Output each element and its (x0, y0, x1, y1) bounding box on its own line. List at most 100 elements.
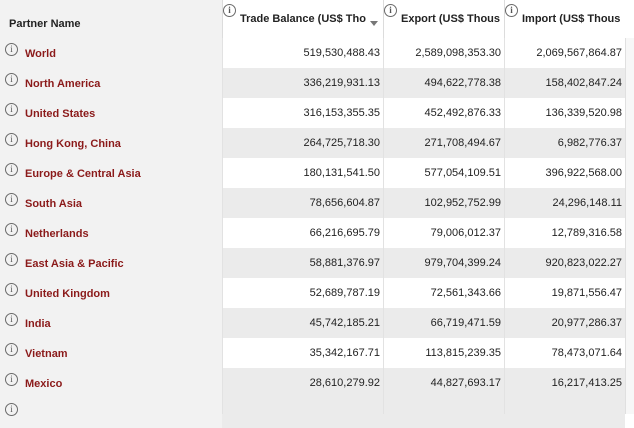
export-cell: 44,827,693.17 (383, 368, 504, 398)
import-cell: 19,871,556.47 (504, 278, 625, 308)
table-row: i Europe & Central Asia 180,131,541.50 577,… (0, 158, 634, 188)
trade-balance-header-label: Trade Balance (US$ Tho (240, 13, 366, 25)
trade-balance-cell (222, 398, 383, 428)
info-icon[interactable]: i (5, 253, 18, 266)
partner-name-cell: i Hong Kong, China (0, 128, 222, 158)
export-cell: 79,006,012.37 (383, 218, 504, 248)
info-icon[interactable]: i (5, 193, 18, 206)
export-cell: 66,719,471.59 (383, 308, 504, 338)
info-icon[interactable]: i (5, 343, 18, 356)
info-icon[interactable]: i (384, 4, 397, 17)
export-cell: 102,952,752.99 (383, 188, 504, 218)
partner-name-link[interactable]: Vietnam (25, 348, 68, 360)
column-header-partner-name[interactable]: Partner Name (0, 0, 222, 38)
partner-name-link[interactable]: United Kingdom (25, 288, 110, 300)
table-row: i South Asia 78,656,604.87 102,952,752.99 24… (0, 188, 634, 218)
partner-name-cell: i East Asia & Pacific (0, 248, 222, 278)
import-cell: 20,977,286.37 (504, 308, 625, 338)
import-cell: 12,789,316.58 (504, 218, 625, 248)
column-header-import[interactable]: i Import (US$ Thous (504, 0, 634, 38)
trade-balance-cell: 28,610,279.92 (222, 368, 383, 398)
import-cell: 24,296,148.11 (504, 188, 625, 218)
partner-name-cell: i India (0, 308, 222, 338)
trade-balance-cell: 264,725,718.30 (222, 128, 383, 158)
export-cell: 271,708,494.67 (383, 128, 504, 158)
info-icon[interactable]: i (5, 43, 18, 56)
column-divider (383, 38, 384, 414)
export-cell: 577,054,109.51 (383, 158, 504, 188)
info-icon[interactable]: i (5, 403, 18, 416)
trade-balance-cell: 52,689,787.19 (222, 278, 383, 308)
info-icon[interactable]: i (223, 4, 236, 17)
info-icon[interactable]: i (5, 163, 18, 176)
partner-name-cell: i Europe & Central Asia (0, 158, 222, 188)
partner-name-link[interactable]: Hong Kong, China (25, 138, 121, 150)
trade-balance-cell: 58,881,376.97 (222, 248, 383, 278)
import-cell: 78,473,071.64 (504, 338, 625, 368)
import-cell: 920,823,022.27 (504, 248, 625, 278)
export-header-label: Export (US$ Thous (401, 13, 501, 25)
table-row: i East Asia & Pacific 58,881,376.97 979,704… (0, 248, 634, 278)
export-cell: 113,815,239.35 (383, 338, 504, 368)
column-divider (504, 38, 505, 414)
partner-name-link[interactable]: Europe & Central Asia (25, 168, 141, 180)
column-header-trade-balance[interactable]: i Trade Balance (US$ Tho (222, 0, 383, 38)
table-row: i North America 336,219,931.13 494,622,778.… (0, 68, 634, 98)
table-row: i Vietnam 35,342,167.71 113,815,239.35 78,47… (0, 338, 634, 368)
table-row: i Netherlands 66,216,695.79 79,006,012.37 12… (0, 218, 634, 248)
partner-name-link[interactable]: North America (25, 78, 101, 90)
trade-balance-cell: 66,216,695.79 (222, 218, 383, 248)
trade-balance-cell: 45,742,185.21 (222, 308, 383, 338)
partner-name-cell: i South Asia (0, 188, 222, 218)
partner-name-cell: i United States (0, 98, 222, 128)
partner-name-header-label: Partner Name (9, 18, 81, 30)
export-cell: 2,589,098,353.30 (383, 38, 504, 68)
export-cell: 72,561,343.66 (383, 278, 504, 308)
trade-balance-cell: 336,219,931.13 (222, 68, 383, 98)
table-row: i United Kingdom 52,689,787.19 72,561,343.6… (0, 278, 634, 308)
info-icon[interactable]: i (5, 373, 18, 386)
table-row: i United States 316,153,355.35 452,492,876.… (0, 98, 634, 128)
partner-name-link[interactable]: East Asia & Pacific (25, 258, 124, 270)
import-cell: 136,339,520.98 (504, 98, 625, 128)
partner-name-link[interactable]: Mexico (25, 378, 63, 390)
export-cell (383, 398, 504, 428)
info-icon[interactable]: i (5, 223, 18, 236)
export-cell: 494,622,778.38 (383, 68, 504, 98)
info-icon[interactable]: i (5, 283, 18, 296)
import-cell (504, 398, 625, 428)
info-icon[interactable]: i (5, 313, 18, 326)
column-divider (222, 38, 223, 414)
import-cell: 6,982,776.37 (504, 128, 625, 158)
trade-balance-cell: 180,131,541.50 (222, 158, 383, 188)
info-icon[interactable]: i (505, 4, 518, 17)
export-cell: 979,704,399.24 (383, 248, 504, 278)
partner-name-cell: i World (0, 38, 222, 68)
info-icon[interactable]: i (5, 103, 18, 116)
import-cell: 16,217,413.25 (504, 368, 625, 398)
sort-descending-icon[interactable] (370, 21, 378, 26)
vertical-scrollbar-track[interactable] (625, 38, 634, 414)
partner-name-link[interactable]: World (25, 48, 56, 60)
partner-name-link[interactable]: United States (25, 108, 96, 120)
trade-balance-cell: 78,656,604.87 (222, 188, 383, 218)
table-row: i (0, 398, 634, 428)
import-cell: 158,402,847.24 (504, 68, 625, 98)
partner-name-cell: i North America (0, 68, 222, 98)
export-cell: 452,492,876.33 (383, 98, 504, 128)
partner-name-cell: i (0, 398, 222, 428)
partner-name-cell: i United Kingdom (0, 278, 222, 308)
info-icon[interactable]: i (5, 133, 18, 146)
import-header-label: Import (US$ Thous (522, 13, 621, 25)
table-row: i Mexico 28,610,279.92 44,827,693.17 16,217,… (0, 368, 634, 398)
partner-name-cell: i Mexico (0, 368, 222, 398)
trade-balance-cell: 519,530,488.43 (222, 38, 383, 68)
partner-name-link[interactable]: South Asia (25, 198, 83, 210)
trade-balance-cell: 316,153,355.35 (222, 98, 383, 128)
partner-name-link[interactable]: India (25, 318, 51, 330)
info-icon[interactable]: i (5, 73, 18, 86)
column-header-export[interactable]: i Export (US$ Thous (383, 0, 504, 38)
table-row: i World 519,530,488.43 2,589,098,353.30 2,06… (0, 38, 634, 68)
partner-name-link[interactable]: Netherlands (25, 228, 89, 240)
